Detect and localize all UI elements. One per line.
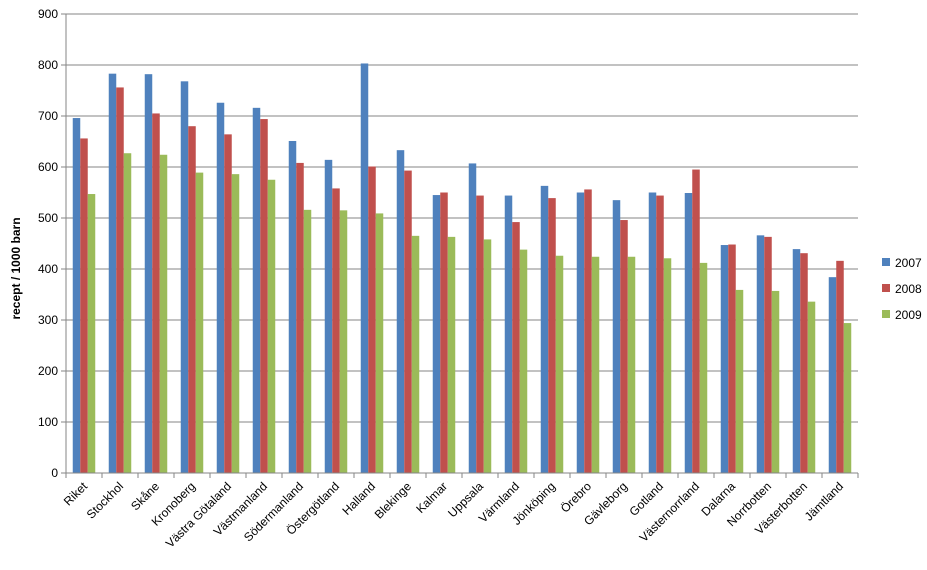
bar-2009	[231, 174, 240, 473]
legend-swatch-2008	[882, 284, 890, 292]
y-tick-label: 400	[38, 262, 58, 276]
bar-2009	[627, 256, 636, 473]
legend-swatch-2009	[882, 310, 890, 318]
bar-2009	[159, 154, 168, 473]
legend-label: 2007	[895, 256, 922, 270]
bar-2009	[447, 236, 456, 473]
bar-2009	[483, 239, 492, 473]
y-tick-label: 600	[38, 160, 58, 174]
bar-2009	[339, 210, 348, 473]
bar-2008	[620, 220, 628, 473]
bar-2007	[108, 73, 117, 474]
bar-2008	[476, 195, 484, 473]
bar-2007	[540, 185, 549, 473]
bar-2009	[303, 209, 312, 473]
bar-2007	[756, 235, 765, 473]
bar-2007	[432, 195, 441, 474]
bar-2007	[576, 192, 585, 473]
bar-2007	[720, 245, 729, 473]
bars	[72, 63, 852, 474]
bar-2009	[87, 194, 96, 473]
bar-2009	[771, 290, 780, 473]
bar-2008	[512, 222, 520, 473]
y-tick-label: 700	[38, 109, 58, 123]
bar-2008	[800, 253, 808, 473]
bar-2008	[260, 119, 268, 473]
bar-2008	[764, 236, 772, 473]
bar-2008	[116, 87, 124, 473]
bar-2009	[807, 301, 816, 473]
bar-2008	[440, 192, 448, 473]
bar-2007	[792, 249, 801, 473]
bar-2008	[80, 138, 88, 473]
bar-2007	[468, 163, 477, 473]
bar-2008	[332, 188, 340, 474]
bar-2009	[591, 256, 600, 473]
bar-2009	[195, 172, 204, 474]
bar-2007	[72, 118, 81, 473]
bar-2007	[144, 74, 153, 474]
y-tick-label: 200	[38, 364, 58, 378]
x-category-label: Jämtland	[802, 479, 846, 523]
bar-2009	[519, 249, 528, 473]
x-category-label: Skåne	[128, 479, 162, 513]
bar-2008	[728, 244, 736, 473]
bar-2007	[828, 277, 837, 473]
bar-2007	[180, 81, 189, 473]
bar-2007	[324, 159, 333, 474]
bar-2008	[404, 170, 412, 473]
bar-2008	[152, 113, 160, 473]
bar-2008	[836, 260, 844, 473]
legend-swatch-2007	[882, 258, 890, 266]
bar-2009	[663, 258, 672, 473]
bar-2008	[368, 166, 376, 474]
bar-2007	[684, 193, 693, 473]
bar-2007	[612, 200, 621, 473]
y-axis-ticks: 0 100 200 300 400 500 600 700 800 900	[38, 7, 66, 480]
bar-2007	[504, 195, 513, 473]
y-axis-title: recept / 1000 barn	[9, 217, 23, 319]
y-tick-label: 300	[38, 313, 58, 327]
bar-2008	[296, 162, 304, 474]
legend-label: 2008	[895, 282, 922, 296]
bar-2009	[555, 255, 564, 473]
x-category-label: Riket	[61, 479, 91, 509]
bar-2007	[252, 107, 261, 473]
x-category-label: Blekinge	[372, 479, 415, 522]
y-tick-label: 100	[38, 415, 58, 429]
bar-2009	[123, 153, 132, 474]
legend-label: 2009	[895, 308, 922, 322]
bar-2009	[375, 213, 384, 473]
bar-2009	[267, 179, 276, 473]
bar-2008	[188, 126, 196, 473]
bar-2008	[584, 189, 592, 473]
y-tick-label: 900	[38, 7, 58, 21]
bar-2007	[216, 102, 225, 474]
bar-2009	[843, 323, 852, 473]
bar-2007	[360, 63, 369, 473]
bar-2008	[692, 169, 700, 474]
bar-2008	[548, 198, 556, 474]
x-category-label: Stockhol	[84, 479, 126, 521]
bar-2009	[735, 289, 744, 473]
bar-2009	[411, 235, 420, 473]
legend: 2007 2008 2009	[882, 256, 922, 322]
y-tick-label: 0	[51, 466, 58, 480]
y-tick-label: 800	[38, 58, 58, 72]
y-tick-label: 500	[38, 211, 58, 225]
bar-2007	[288, 140, 297, 474]
bar-2009	[699, 262, 708, 473]
bar-2008	[224, 134, 232, 474]
bar-2008	[656, 195, 664, 473]
bar-2007	[396, 150, 405, 474]
bar-2007	[648, 192, 657, 473]
